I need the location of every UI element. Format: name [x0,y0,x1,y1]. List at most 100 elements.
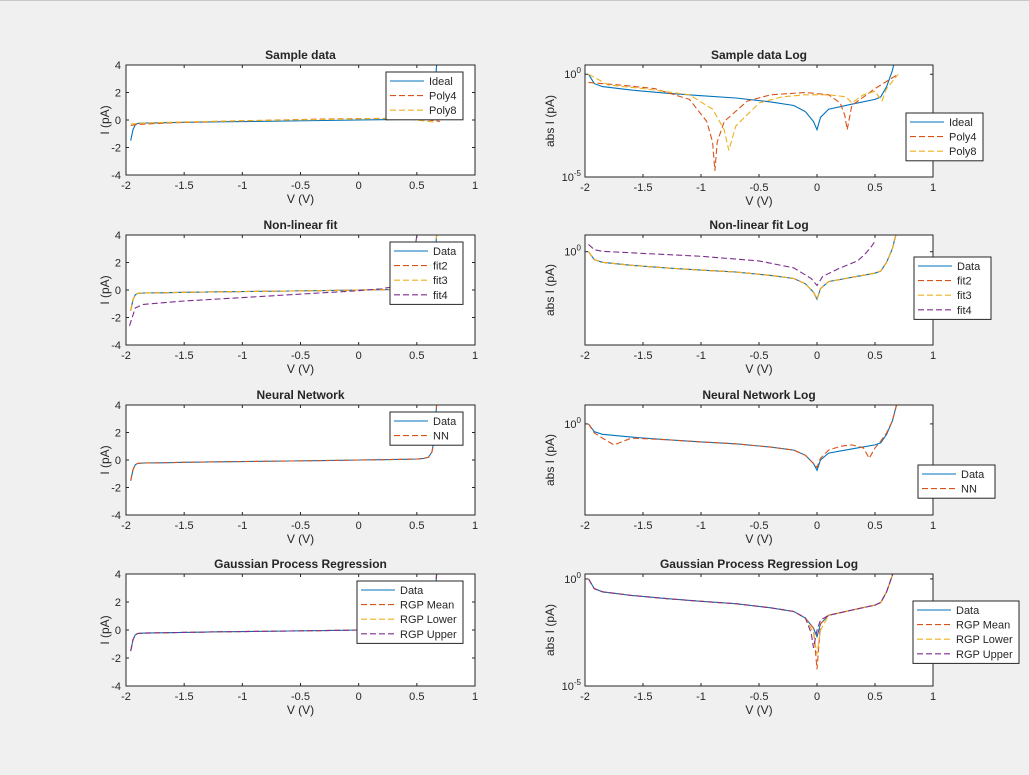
x-tick-label: -1 [237,180,247,192]
x-tick-label: -1.5 [175,350,194,362]
x-tick-label: -2 [121,691,131,703]
x-axis-label: V (V) [745,703,772,717]
x-tick-label: 1 [472,180,478,192]
x-tick-label: 0.5 [867,691,882,703]
x-tick-label: -1 [696,520,706,532]
x-tick-label: -1 [696,182,706,194]
x-tick-label: -2 [580,520,590,532]
x-axis-label: V (V) [287,192,314,206]
x-tick-label: 0 [356,520,362,532]
subplot-title: Neural Network Log [702,388,815,402]
legend-entry-1: Data [400,585,424,597]
x-tick-label: -2 [121,350,131,362]
subplot-title: Sample data Log [711,48,807,62]
x-tick-label: 1 [930,520,936,532]
legend: Data NN [389,411,464,446]
axes-frame [125,234,476,346]
series-line-2 [588,73,899,171]
subplot-title: Non-linear fit Log [709,218,808,232]
x-tick-label: -1 [237,350,247,362]
y-tick-label: 0 [115,625,121,637]
x-tick-label: 0 [356,691,362,703]
y-axis-label: abs I (pA) [543,434,557,486]
axes-frame [125,573,476,687]
legend-entry-2: RGP Mean [956,620,1010,632]
x-tick-label: -1 [237,520,247,532]
x-tick-label: -0.5 [291,350,310,362]
legend-entry-1: Data [433,246,457,258]
y-tick-label: 100 [564,244,581,259]
y-tick-label: -4 [111,170,121,182]
x-tick-label: 0 [814,520,820,532]
axes-frame [125,404,476,516]
x-tick-label: 1 [472,691,478,703]
subplot-title: Neural Network [256,388,344,402]
y-tick-label: -2 [111,653,121,665]
y-tick-label: -4 [111,510,121,522]
x-tick-label: 0 [356,180,362,192]
x-axis-label: V (V) [745,532,772,546]
x-axis-label: V (V) [287,362,314,376]
legend: Data RGP Mean RGP Lower RGP Upper [356,580,464,644]
legend-entry-2: fit2 [433,261,448,273]
x-tick-label: 0 [356,350,362,362]
y-tick-label: 10-5 [562,678,582,693]
series-line-3 [588,235,897,301]
x-tick-label: -1 [696,691,706,703]
legend-entry-2: RGP Mean [400,600,454,612]
y-tick-label: 2 [115,258,121,270]
legend: Data RGP Mean RGP Lower RGP Upper [912,600,1020,664]
x-tick-label: -0.5 [750,350,769,362]
series-line-2 [130,405,438,481]
legend-entry-1: Ideal [429,76,453,88]
x-tick-label: 0.5 [409,520,424,532]
subplot-8: -2 -1.5 -1 -0.5 0 0.5 1 100 10-5 Gaussian Process… [543,557,1020,717]
legend-entry-3: RGP Lower [956,634,1013,646]
x-tick-label: 0.5 [409,691,424,703]
x-axis-label: V (V) [745,194,772,208]
legend-entry-2: fit2 [957,276,972,288]
legend-entry-1: Data [956,605,980,617]
legend-box [912,600,1020,664]
x-tick-label: 0.5 [867,182,882,194]
legend-entry-4: fit4 [433,290,448,302]
y-tick-label: 4 [115,230,121,242]
legend-entry-1: Data [433,416,457,428]
legend-entry-3: fit3 [957,290,972,302]
legend-entry-1: Data [961,469,985,481]
x-tick-label: 1 [930,182,936,194]
subplot-4: -2 -1.5 -1 -0.5 0 0.5 1 100 Non-linear fit Log V … [543,218,992,376]
x-tick-label: -1.5 [634,520,653,532]
y-tick-label: 2 [115,88,121,100]
y-axis-label: I (pA) [98,615,112,644]
x-axis-label: V (V) [745,362,772,376]
x-tick-label: -2 [580,691,590,703]
legend-entry-3: Poly8 [429,105,457,117]
y-axis-label: abs I (pA) [543,604,557,656]
axes-background [585,574,933,686]
y-tick-label: 100 [564,571,581,586]
x-tick-label: 0.5 [867,350,882,362]
series-line-3 [588,73,899,151]
y-tick-label: 0 [115,115,121,127]
subplot-title: Sample data [265,48,336,62]
x-tick-label: 0 [814,691,820,703]
series-line-4 [588,240,876,287]
x-tick-label: -2 [121,520,131,532]
legend-entry-1: Ideal [949,117,973,129]
legend-box [389,411,464,446]
x-tick-label: -1.5 [634,182,653,194]
y-tick-label: 2 [115,597,121,609]
y-tick-label: 4 [115,60,121,72]
series-line-2 [588,405,898,469]
y-tick-label: -2 [111,313,121,325]
legend-entry-2: NN [433,431,449,443]
x-tick-label: -1.5 [634,691,653,703]
legend-entry-2: Poly4 [949,132,977,144]
x-tick-label: 0 [814,350,820,362]
subplot-title: Non-linear fit [264,218,338,232]
y-tick-label: 100 [564,416,581,431]
x-tick-label: 1 [472,350,478,362]
